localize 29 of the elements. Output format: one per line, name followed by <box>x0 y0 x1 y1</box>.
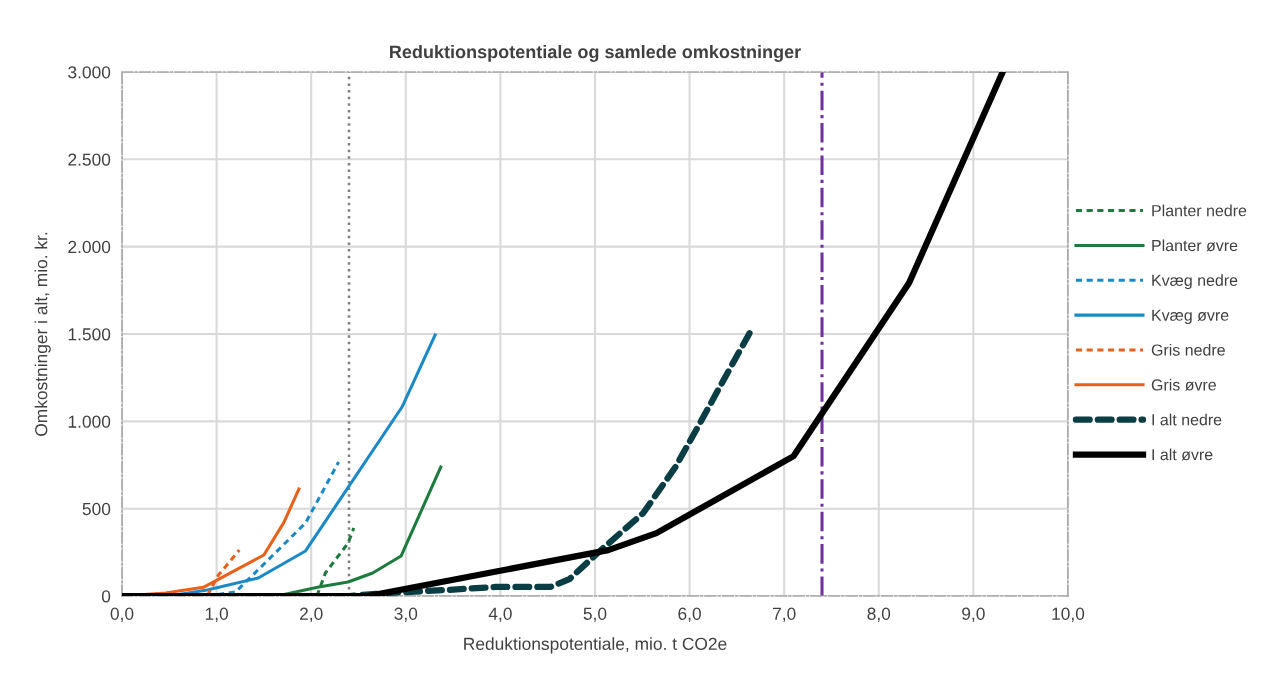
y-tick-label: 2.500 <box>68 153 111 166</box>
x-tick-label: 3,0 <box>394 607 418 622</box>
x-tick-label: 8,0 <box>867 607 891 622</box>
chart-title: Reduktionspotentiale og samlede omkostninger <box>390 45 801 62</box>
x-tick-label: 9,0 <box>962 607 985 622</box>
x-tick-label: 7,0 <box>772 607 796 622</box>
x-tick-label: 2,0 <box>300 607 323 622</box>
y-axis-title: Omkostninger i alt, mio. kr. <box>34 232 51 436</box>
legend-label: Kvæg nedre <box>1152 274 1238 290</box>
x-axis-title: Reduktionspotentiale, mio. t CO2e <box>464 637 727 654</box>
legend-label: Gris nedre <box>1151 343 1225 356</box>
legend-label: Planter nedre <box>1152 204 1247 217</box>
y-tick-label: 0 <box>101 590 111 603</box>
legend-label: Gris øvre <box>1151 378 1216 391</box>
x-tick-label: 10,0 <box>1052 607 1085 622</box>
y-tick-label: 3.000 <box>68 66 111 79</box>
legend-label: I alt øvre <box>1152 448 1213 461</box>
legend-label: Kvæg øvre <box>1152 309 1229 325</box>
x-tick-label: 6,0 <box>678 607 701 622</box>
x-tick-label: 0,0 <box>110 607 134 622</box>
legend-label: I alt nedre <box>1152 413 1222 426</box>
y-tick-label: 500 <box>82 502 111 516</box>
y-tick-label: 2.000 <box>68 240 111 254</box>
y-tick-label: 1.000 <box>68 415 111 428</box>
legend-label: Planter øvre <box>1152 239 1238 252</box>
x-tick-label: 1,0 <box>205 607 228 622</box>
y-tick-label: 1.500 <box>68 328 111 341</box>
x-tick-label: 4,0 <box>488 607 512 622</box>
x-tick-label: 5,0 <box>583 607 607 622</box>
